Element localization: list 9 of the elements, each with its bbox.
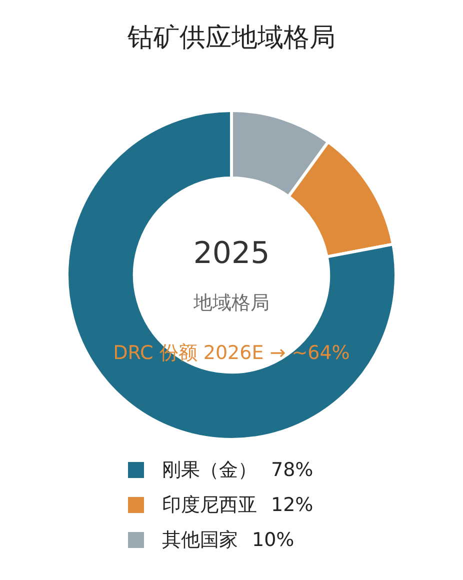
data-label: 78% [271,458,314,480]
text: 2025 [192,236,271,271]
chart-title: 钴矿供应地域格局 [126,22,336,55]
data-label: 10% [252,528,294,550]
text: 地域格局 [192,291,270,316]
data-label: 12% [271,494,314,516]
legend-label: 刚果（金） [162,458,257,482]
legend-label: 其他国家 [162,528,238,552]
legend-label: 印度尼西亚 [162,492,257,518]
